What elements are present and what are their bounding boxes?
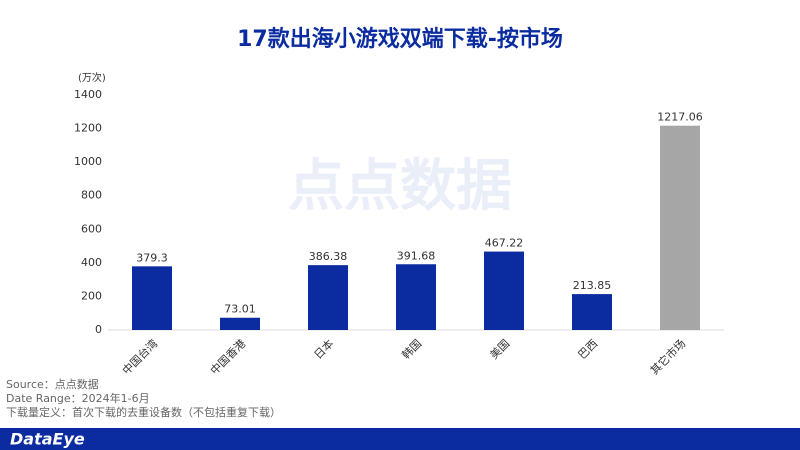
bar — [132, 266, 172, 330]
y-tick-label: 1400 — [74, 88, 102, 101]
y-tick-label: 400 — [81, 256, 102, 269]
bar — [220, 317, 260, 330]
chart-title: 17款出海小游戏双端下载-按市场 — [237, 26, 563, 52]
value-label: 391.68 — [397, 249, 436, 262]
bar — [308, 265, 348, 330]
y-unit: (万次) — [78, 71, 106, 84]
bar — [484, 251, 524, 330]
x-tick-label: 美国 — [487, 337, 512, 362]
y-tick-label: 1200 — [74, 122, 102, 135]
y-tick-label: 200 — [81, 289, 102, 302]
x-tick-label: 韩国 — [399, 336, 424, 361]
bar — [572, 294, 612, 330]
value-label: 379.3 — [136, 251, 168, 264]
note: Source：点点数据 — [6, 377, 99, 391]
footer-bar — [0, 428, 800, 450]
note: 下载量定义：首次下载的去重设备数（不包括重复下载） — [6, 405, 281, 419]
value-label: 1217.06 — [657, 111, 703, 124]
y-tick-label: 1000 — [74, 155, 102, 168]
y-tick-label: 800 — [81, 189, 102, 202]
value-label: 73.01 — [224, 303, 256, 316]
value-label: 213.85 — [573, 279, 612, 292]
x-tick-label: 巴西 — [575, 337, 600, 362]
watermark: 点点数据 — [288, 154, 512, 219]
value-label: 467.22 — [485, 237, 524, 250]
note: Date Range：2024年1-6月 — [6, 391, 150, 405]
bar — [660, 125, 700, 330]
x-tick-label: 其它市场 — [647, 336, 688, 377]
value-label: 386.38 — [309, 250, 348, 263]
x-tick-label: 中国台湾 — [119, 336, 160, 377]
y-tick-label: 0 — [95, 323, 102, 336]
x-tick-label: 日本 — [311, 336, 336, 361]
brand: DataEye — [10, 430, 85, 449]
bar — [396, 264, 436, 330]
x-tick-label: 中国香港 — [208, 337, 248, 377]
y-tick-label: 600 — [81, 222, 102, 235]
